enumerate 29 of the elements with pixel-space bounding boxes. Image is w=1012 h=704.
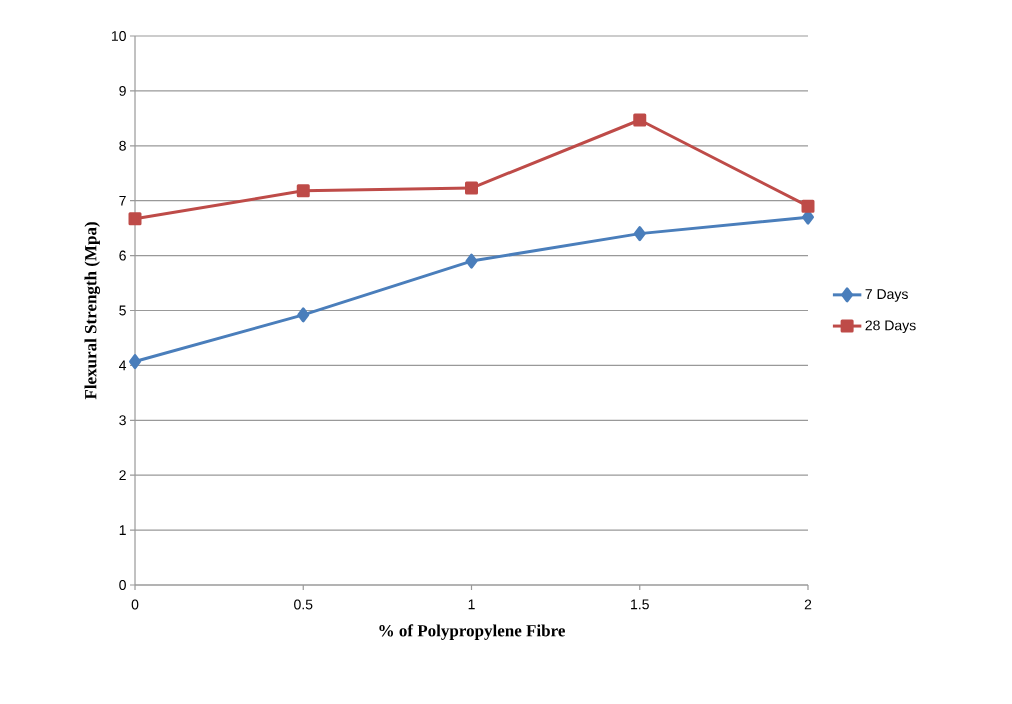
y-tick-label: 0	[119, 580, 126, 590]
x-tick-label: 0	[131, 599, 139, 610]
y-tick-label: 1	[119, 525, 126, 535]
y-tick-label: 3	[119, 415, 126, 426]
point	[633, 226, 646, 242]
point	[129, 354, 142, 370]
x-axis-title: % of Polypropylene Fibre	[379, 624, 565, 640]
y-tick-label: 4	[119, 360, 127, 371]
legend-label: 28 Days	[865, 320, 916, 334]
y-tick-label: 7	[119, 195, 126, 206]
y-tick-label: 9	[119, 85, 126, 96]
y-tick-label: 5	[119, 305, 126, 316]
point	[633, 113, 647, 127]
y-tick-label: 6	[119, 250, 126, 261]
x-tick-label: 1	[468, 599, 475, 610]
x-tick-label: 1.5	[631, 599, 649, 610]
point	[465, 253, 478, 269]
point	[801, 199, 815, 213]
x-tick-label: 0.5	[294, 599, 313, 610]
point	[465, 181, 478, 195]
legend-label: 7 Days	[865, 289, 908, 302]
point	[297, 307, 310, 323]
y-tick-label: 10	[111, 31, 126, 41]
y-tick-label: 2	[119, 470, 126, 481]
point	[128, 212, 142, 226]
y-tick-label: 8	[119, 140, 126, 151]
x-tick-label: 2	[804, 599, 812, 610]
y-axis-title: Flexural Strength (Mpa)	[84, 222, 101, 400]
point	[296, 184, 310, 198]
